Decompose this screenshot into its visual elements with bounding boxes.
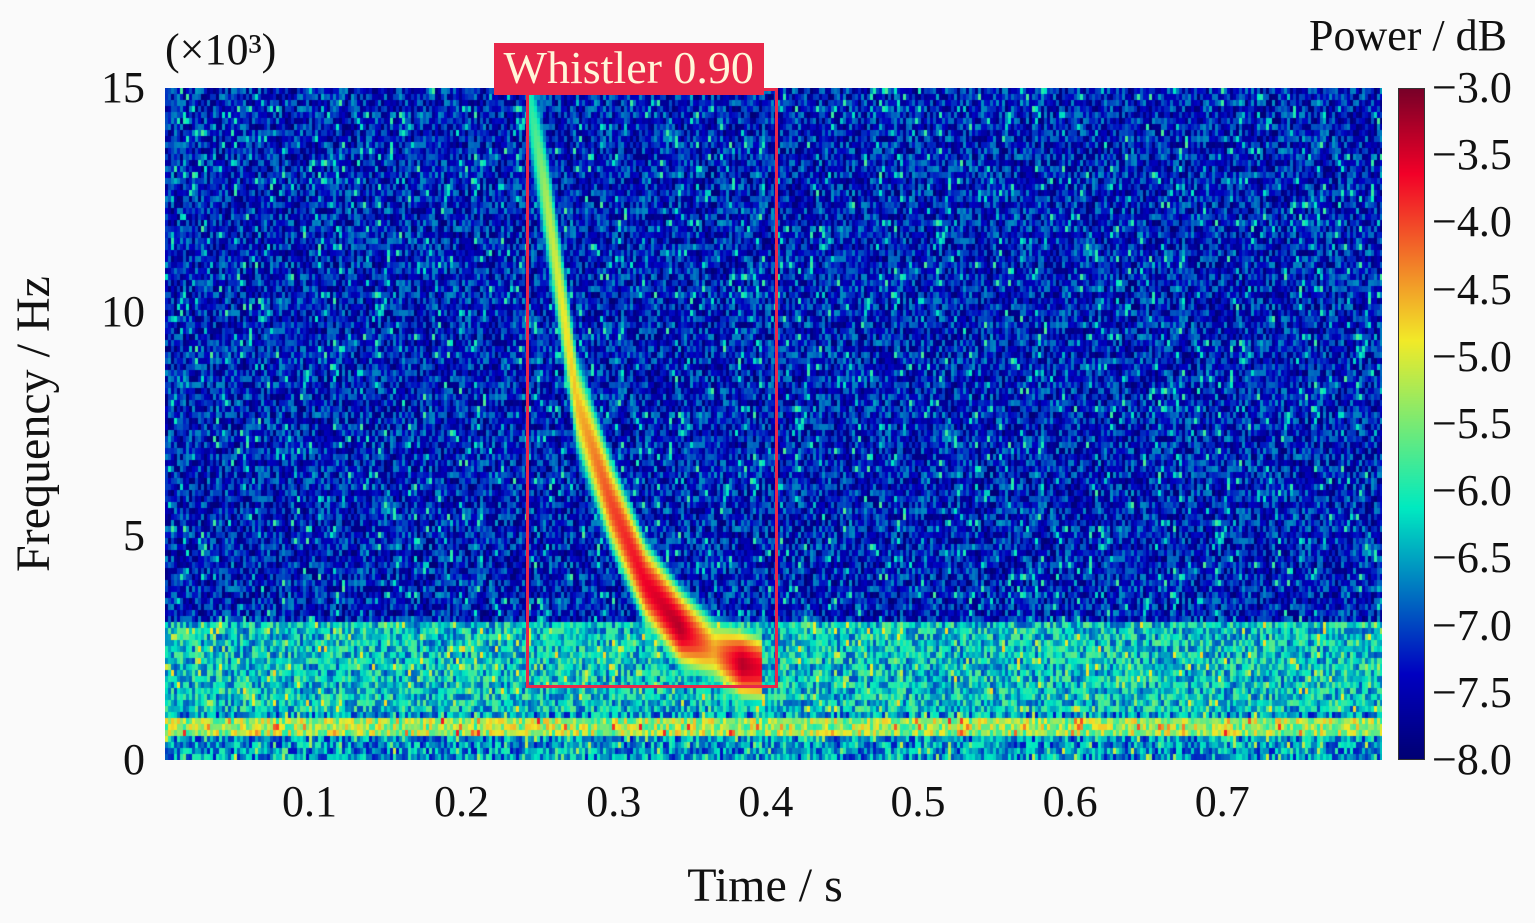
colorbar-tick-label: −5.5 [1432, 399, 1512, 448]
colorbar-tick-label: −7.0 [1432, 600, 1512, 650]
colorbar-tick-label: −4.0 [1432, 197, 1512, 247]
y-axis-label: Frequency / Hz [7, 276, 60, 572]
x-tick-label: 0.1 [282, 777, 338, 826]
detection-box [525, 88, 779, 689]
x-tick-label: 0.3 [586, 777, 642, 826]
x-tick-label: 0.4 [738, 777, 794, 826]
colorbar [1398, 88, 1425, 760]
spectrogram-heatmap [165, 88, 1382, 760]
y-multiplier-label: (×10³) [165, 25, 277, 74]
detection-label: Whistler 0.90 [493, 43, 764, 95]
colorbar-label: Power / dB [1309, 11, 1507, 60]
y-tick-label: 15 [101, 63, 145, 112]
colorbar-tick-label: −7.5 [1432, 667, 1512, 717]
x-tick-label: 0.2 [434, 777, 490, 826]
y-tick-label: 10 [101, 287, 145, 336]
x-tick-label: 0.5 [890, 777, 946, 826]
x-tick-label: 0.7 [1194, 777, 1250, 826]
x-axis-label: Time / s [687, 859, 843, 912]
colorbar-tick-label: −5.0 [1432, 331, 1512, 381]
colorbar-tick-label: −3.0 [1432, 63, 1512, 112]
colorbar-tick-label: −6.5 [1432, 533, 1512, 583]
y-tick-label: 0 [123, 735, 145, 784]
x-tick-label: 0.6 [1042, 777, 1098, 826]
colorbar-tick-label: −8.0 [1432, 735, 1512, 784]
colorbar-tick-label: −6.0 [1432, 466, 1512, 516]
colorbar-tick-label: −4.5 [1432, 264, 1512, 314]
colorbar-tick-label: −3.5 [1432, 130, 1512, 180]
y-tick-label: 5 [123, 511, 145, 560]
